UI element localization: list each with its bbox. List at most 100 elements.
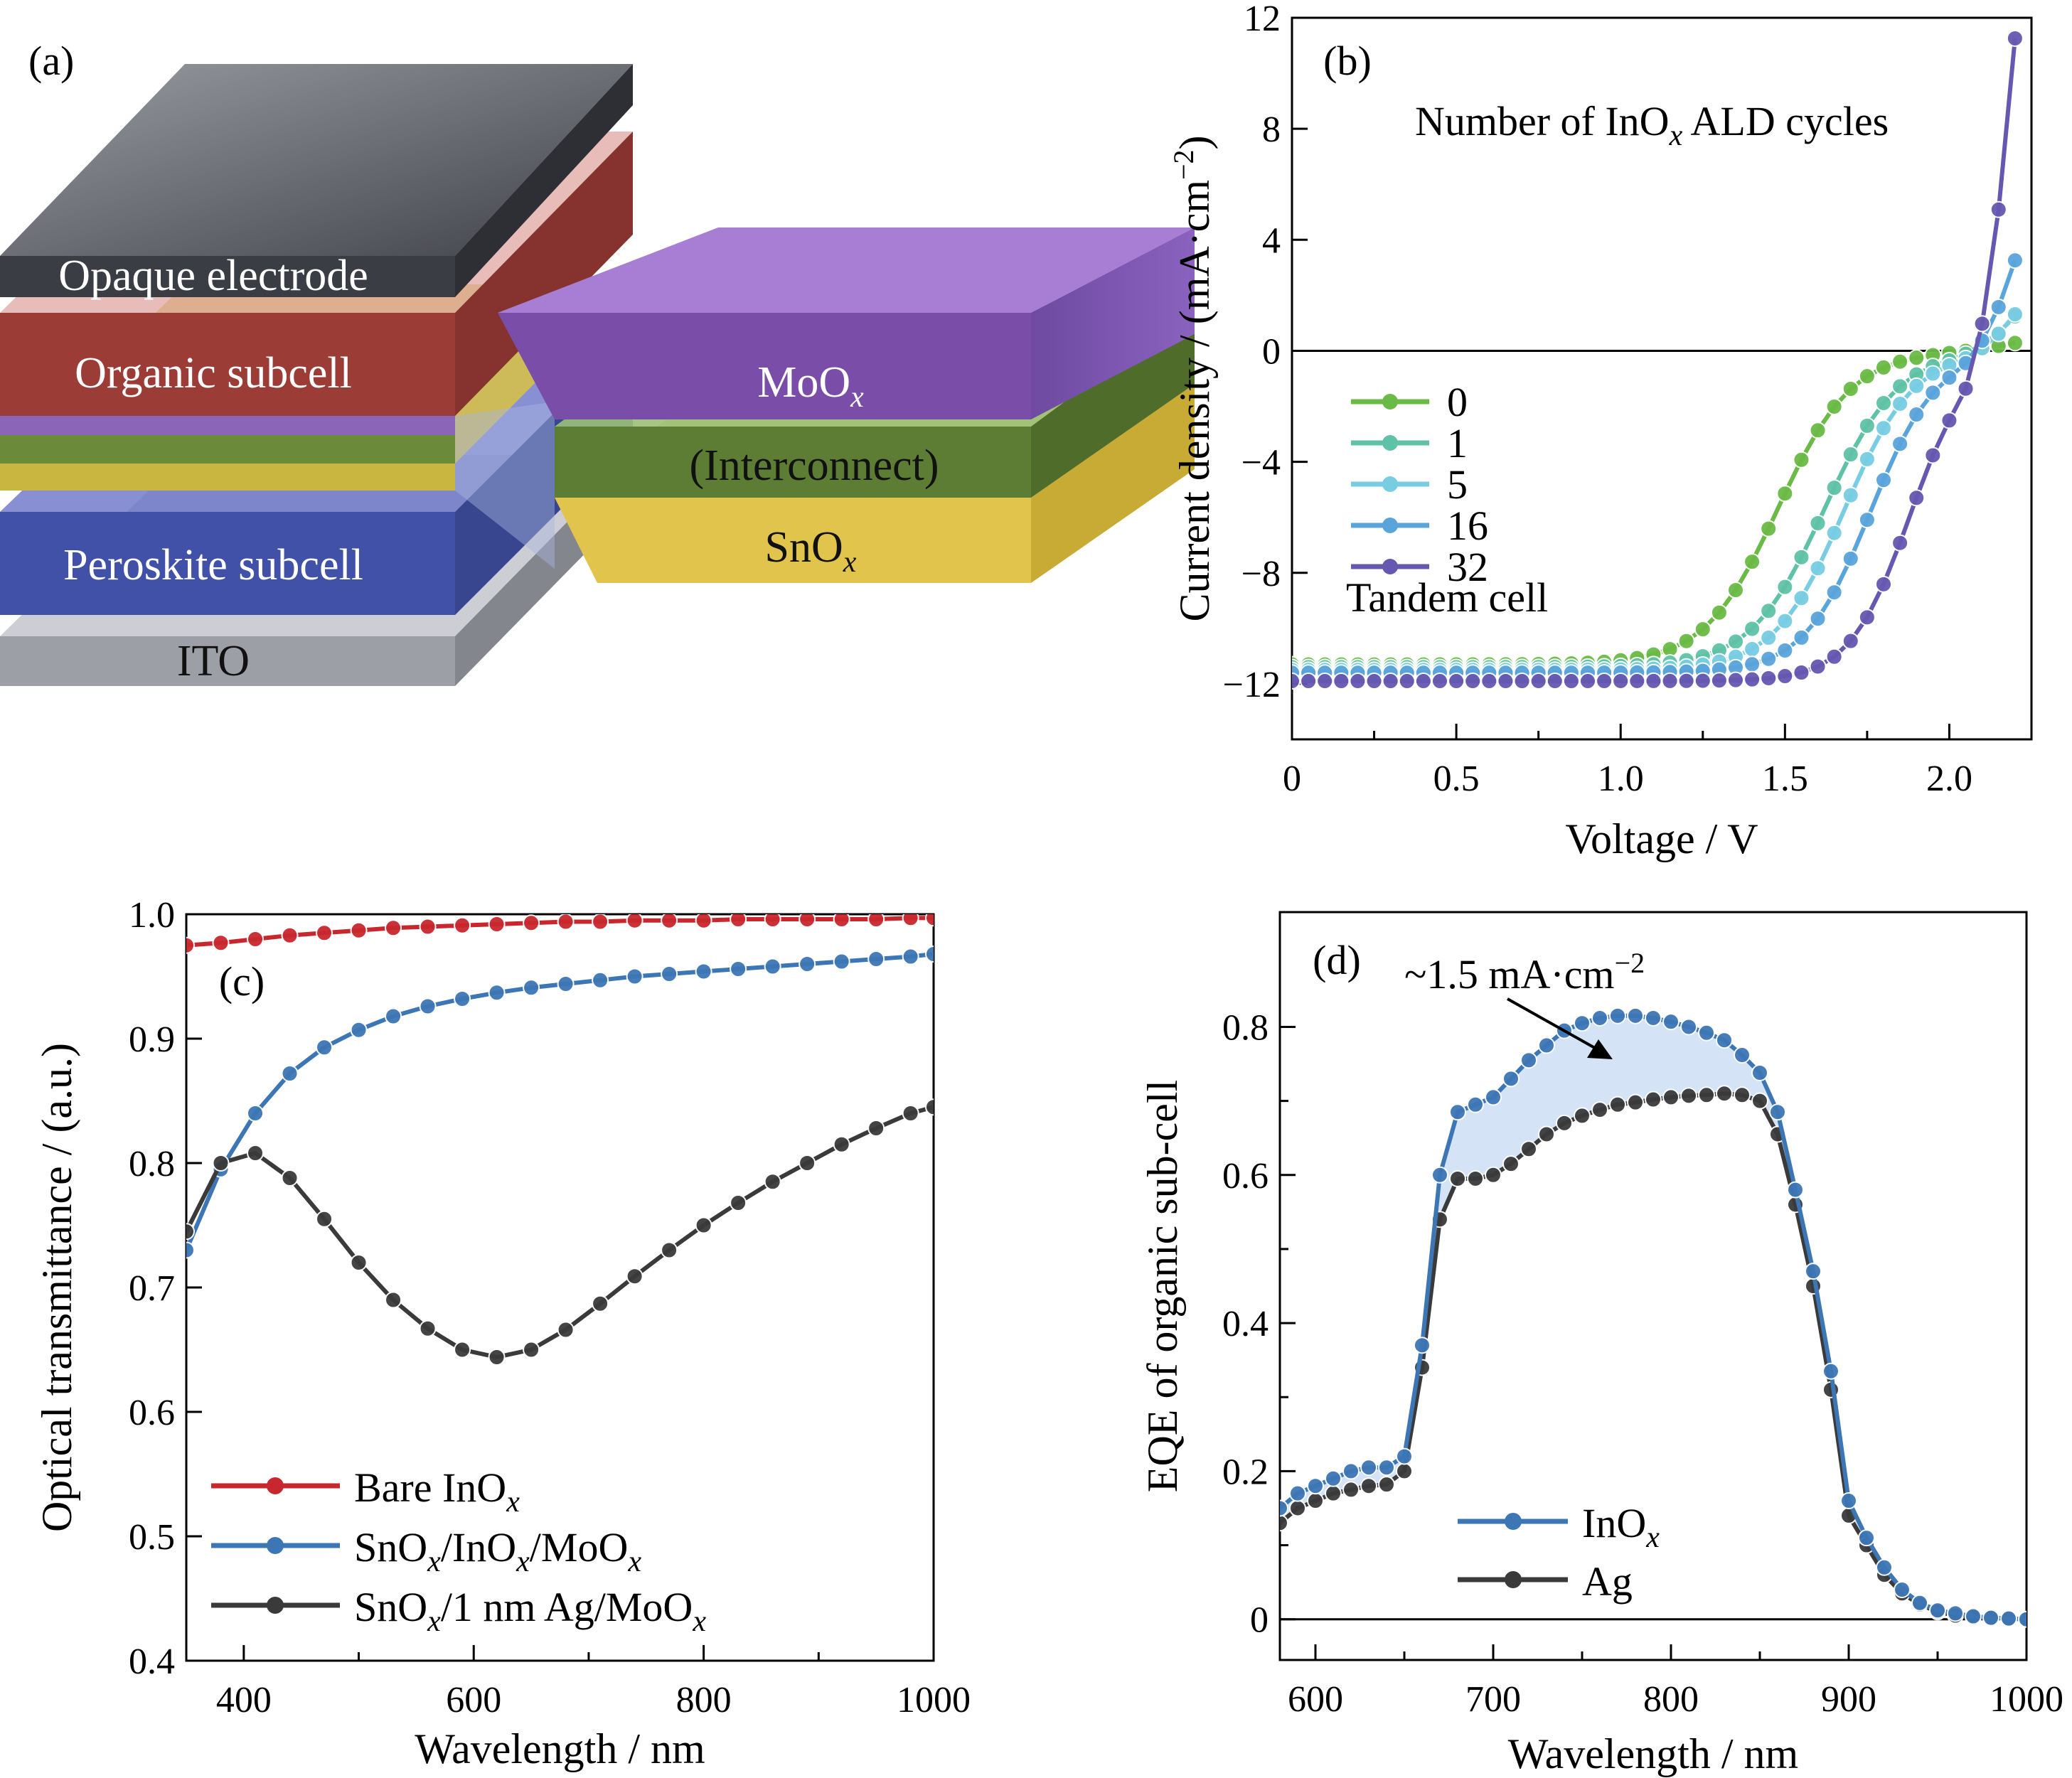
chart-1-ytick-label: 4 <box>1262 220 1281 261</box>
chart-1-series-4-point <box>1973 315 1991 333</box>
chart-3-xtick-label: 800 <box>1643 1679 1699 1720</box>
chart-3-ylabel: EQE of organic sub-cell <box>1139 1080 1186 1492</box>
chart-1-series-4-point <box>1924 446 1942 464</box>
chart-2-series-group <box>186 914 934 1366</box>
chart-3-legend-label: InOx <box>1582 1500 1660 1554</box>
chart-1-legend-label: 1 <box>1447 420 1468 466</box>
chart-1-series-4-point <box>1727 671 1744 689</box>
chart-1-legend-label: 16 <box>1447 503 1488 549</box>
chart-3-series-0-point <box>1627 1007 1644 1024</box>
chart-2-ytick-label: 0.8 <box>129 1144 175 1184</box>
chart-1-legend-marker <box>1382 476 1398 492</box>
chart-2-series-2-point <box>212 1155 230 1172</box>
chart-1-xtick-label: 1.5 <box>1762 759 1808 799</box>
chart-2-xtick-label: 400 <box>216 1680 272 1720</box>
moox-zoom-top <box>498 227 1195 313</box>
chart-2-legend-name: SnO <box>354 1524 427 1570</box>
chart-3-series-group <box>1280 1007 2026 1628</box>
chart-3-annotation-arrowhead <box>1587 1039 1613 1059</box>
chart-2-xtick-label: 1000 <box>897 1680 971 1720</box>
chart-3-series-1-point <box>1751 1092 1768 1110</box>
chart-3-series-1-point <box>1289 1499 1306 1517</box>
chart-2-ytick-label: 0.4 <box>129 1642 175 1682</box>
snox-zoom-front <box>555 498 1031 583</box>
chart-3-series-0-point <box>1289 1484 1306 1502</box>
chart-2-legend-name-end: /InO <box>441 1524 516 1570</box>
chart-2-series-2-point <box>316 1210 333 1228</box>
chart-2-series-1-point <box>592 971 609 989</box>
chart-1-series-2-point <box>1793 589 1810 607</box>
chart-3-series-0-point <box>1751 1064 1768 1082</box>
chart-2-series-0-point <box>695 914 712 929</box>
chart-1-series-2-point <box>1858 450 1876 468</box>
panel-b-jv-chart: 0 0.5 1.0 1.5 2.0 −12 −8 −4 0 4 8 12 (b) Number of In… <box>1168 0 2033 862</box>
chart-1-series-2-point <box>1891 395 1909 412</box>
chart-2-series-0-point <box>867 914 885 928</box>
chart-2-series-2-point <box>557 1321 575 1339</box>
chart-1-ytick-label: −12 <box>1223 665 1281 705</box>
chart-3-annotation-sup: −2 <box>1615 947 1645 979</box>
chart-2-series-2-point <box>454 1341 471 1359</box>
chart-1-series-4-point <box>1809 658 1827 675</box>
chart-3-legend-sub: x <box>1645 1521 1660 1554</box>
chart-1-series-4-point <box>1940 412 1958 429</box>
chart-1-annotation-sub: x <box>1669 119 1683 152</box>
chart-2-series-2-point <box>419 1319 437 1337</box>
chart-2-series-1-point <box>925 946 934 963</box>
chart-3-series-1-point <box>1520 1140 1537 1158</box>
chart-1-series-4-point <box>1875 575 1892 593</box>
chart-1-series-4-point <box>1957 380 1975 397</box>
chart-2-series-0-point <box>385 919 402 937</box>
chart-3-legend-label: Ag <box>1582 1558 1633 1605</box>
panel-a-device-stack: (a) Op <box>0 38 1195 686</box>
chart-1-series-2-point <box>1743 641 1761 658</box>
chart-1-series-0-point <box>1677 632 1695 650</box>
snox-zoom-side <box>1031 384 1195 583</box>
chart-1-series-4-point <box>1292 673 1301 690</box>
chart-3-series-0-point <box>1360 1459 1377 1477</box>
chart-1-plot-frame <box>1291 16 2033 741</box>
ito-label: ITO <box>177 637 250 685</box>
chart-3-series-0-point <box>1787 1181 1804 1199</box>
chart-3-series-0-point <box>1502 1070 1520 1088</box>
chart-2-series-2-point <box>925 1098 934 1116</box>
panel-a-label: (a) <box>28 38 74 84</box>
chart-3-series-0-point <box>1325 1469 1342 1487</box>
chart-2-series-2-point <box>523 1341 540 1359</box>
chart-1-series-1-point <box>1776 578 1794 596</box>
chart-1-legend-marker <box>1382 559 1398 574</box>
chart-1-series-1-point <box>1858 417 1876 434</box>
chart-1-ytick-label: −4 <box>1241 443 1281 483</box>
chart-1-series-3-point <box>1924 384 1942 402</box>
chart-1-series-3-point <box>1858 511 1876 529</box>
electrode-layer-side <box>455 64 633 297</box>
chart-2-legend-label: Bare InOx <box>354 1464 520 1519</box>
chart-3-ytick-label: 0.2 <box>1222 1452 1269 1492</box>
chart-1-series-4-point <box>1431 673 1448 690</box>
chart-3-series-1-point <box>1342 1481 1360 1499</box>
panel-d-eqe-chart: 600 700 800 900 1000 0 0.2 0.4 0.6 0.8 (d) Waveleng… <box>1139 911 2063 1777</box>
chart-2-series-2-point <box>186 1223 195 1241</box>
chart-1-legend-label: 32 <box>1447 544 1488 590</box>
chart-1-xtick-label: 1.0 <box>1598 759 1644 799</box>
chart-1-series-1-point <box>1793 548 1810 566</box>
chart-3-series-0-point <box>1307 1477 1324 1495</box>
chart-1-ylabel: Current density / (mA·cm−2) <box>1168 135 1218 621</box>
chart-3-series-1-point <box>1734 1086 1751 1104</box>
chart-1-series-3-point <box>1891 435 1909 453</box>
chart-1-series-0-point <box>1825 397 1843 415</box>
chart-1-series-4-point <box>1858 609 1876 626</box>
chart-2-legend-sub: x <box>427 1605 441 1638</box>
chart-2-series-2-point <box>833 1135 850 1153</box>
chart-1-series-1-point <box>1891 377 1909 395</box>
moox-label-main: MoO <box>757 358 850 407</box>
perovskite-subcell-label: Peroskite subcell <box>63 541 363 589</box>
chart-1-ytick-label: 12 <box>1244 0 1281 39</box>
snox-label-main: SnO <box>765 523 843 572</box>
chart-3-ytick-label: 0.4 <box>1222 1304 1269 1344</box>
chart-1-series-4-point <box>1579 673 1596 690</box>
chart-1-series-0-point <box>1793 451 1810 468</box>
chart-1-series-3-point <box>1809 610 1827 628</box>
chart-2-panel-label: (c) <box>219 958 265 1005</box>
moox-label-sub: x <box>850 381 864 414</box>
